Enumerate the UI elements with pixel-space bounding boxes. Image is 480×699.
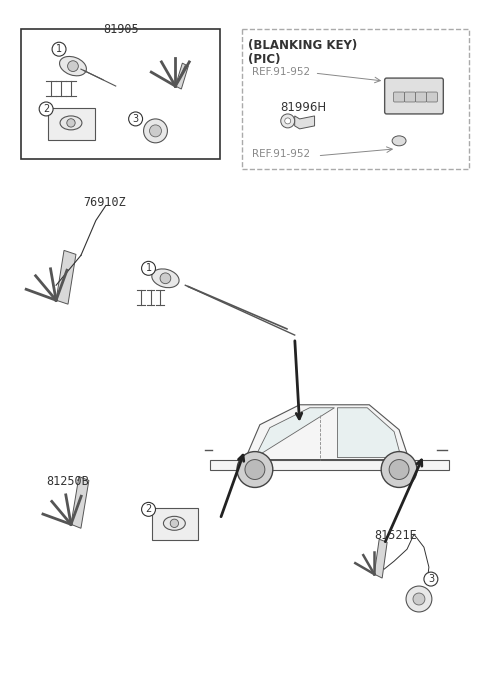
Circle shape	[285, 118, 291, 124]
Text: 81250B: 81250B	[46, 475, 89, 487]
Text: 3: 3	[428, 574, 434, 584]
FancyBboxPatch shape	[416, 92, 426, 102]
FancyBboxPatch shape	[242, 29, 468, 168]
Ellipse shape	[60, 116, 82, 130]
Text: REF.91-952: REF.91-952	[252, 149, 310, 159]
Ellipse shape	[164, 517, 185, 531]
Circle shape	[67, 119, 75, 127]
Ellipse shape	[152, 269, 179, 288]
Circle shape	[150, 125, 161, 137]
FancyBboxPatch shape	[152, 508, 198, 540]
Text: 2: 2	[145, 505, 152, 514]
Circle shape	[245, 459, 265, 480]
Polygon shape	[245, 405, 409, 459]
Polygon shape	[71, 477, 89, 528]
Ellipse shape	[60, 57, 86, 75]
Circle shape	[160, 273, 171, 284]
Text: 81996H: 81996H	[280, 101, 326, 114]
Polygon shape	[255, 408, 335, 458]
FancyBboxPatch shape	[21, 29, 220, 159]
Text: 76910Z: 76910Z	[83, 196, 126, 208]
Text: 1: 1	[145, 264, 152, 273]
FancyBboxPatch shape	[384, 78, 444, 114]
Circle shape	[142, 261, 156, 275]
Circle shape	[68, 61, 78, 71]
Polygon shape	[337, 408, 401, 458]
Polygon shape	[175, 63, 188, 89]
FancyBboxPatch shape	[426, 92, 437, 102]
Circle shape	[144, 119, 168, 143]
Polygon shape	[374, 539, 387, 578]
Text: (BLANKING KEY): (BLANKING KEY)	[248, 39, 357, 52]
FancyBboxPatch shape	[48, 108, 95, 140]
Circle shape	[406, 586, 432, 612]
FancyBboxPatch shape	[405, 92, 416, 102]
Text: 81521E: 81521E	[374, 529, 417, 542]
Polygon shape	[295, 116, 314, 129]
Circle shape	[389, 459, 409, 480]
Text: 3: 3	[132, 114, 139, 124]
Text: 2: 2	[43, 104, 49, 114]
Text: REF.91-952: REF.91-952	[252, 67, 310, 77]
Polygon shape	[210, 459, 449, 470]
Circle shape	[170, 519, 179, 528]
Polygon shape	[56, 250, 76, 304]
Text: 81905: 81905	[103, 23, 139, 36]
Text: (PIC): (PIC)	[248, 53, 280, 66]
Circle shape	[237, 452, 273, 487]
Circle shape	[142, 503, 156, 517]
Ellipse shape	[392, 136, 406, 146]
Circle shape	[381, 452, 417, 487]
Circle shape	[39, 102, 53, 116]
FancyBboxPatch shape	[394, 92, 405, 102]
Circle shape	[129, 112, 143, 126]
Text: 1: 1	[56, 44, 62, 55]
Circle shape	[424, 572, 438, 586]
Circle shape	[281, 114, 295, 128]
Circle shape	[413, 593, 425, 605]
Circle shape	[52, 42, 66, 56]
